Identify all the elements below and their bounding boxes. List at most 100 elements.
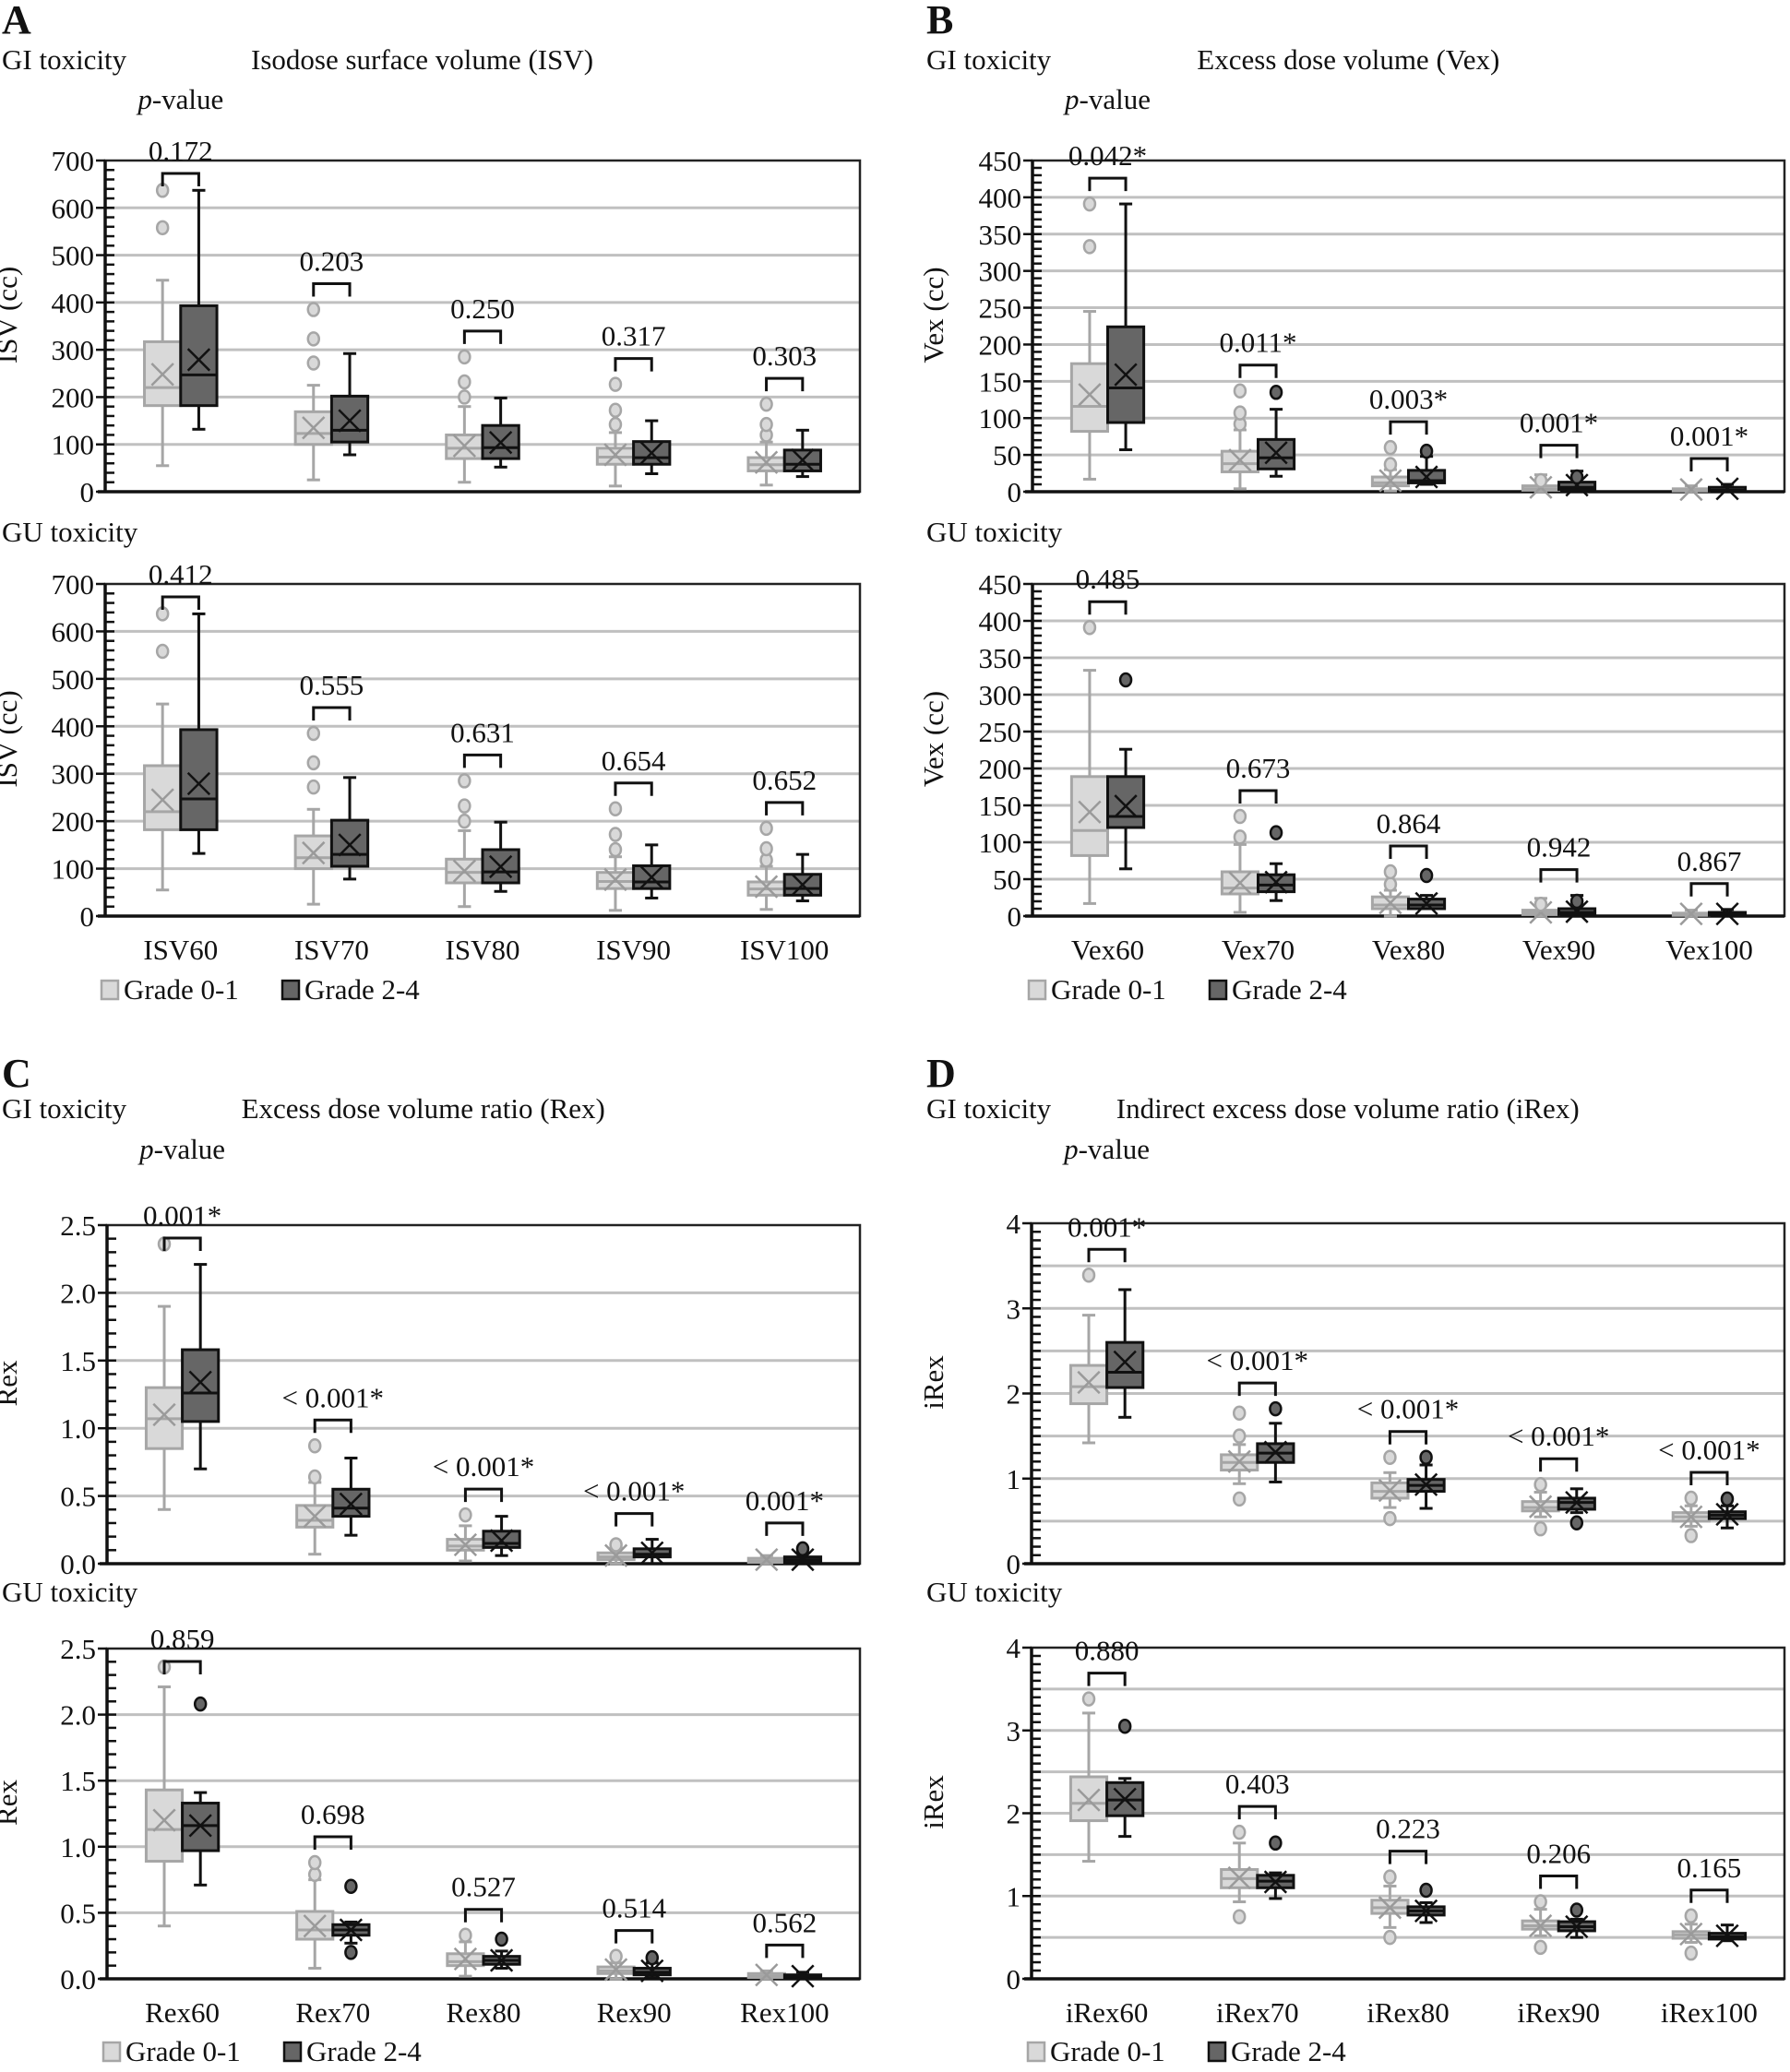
outlier-point [759,396,773,412]
outlier-point [1232,1405,1247,1421]
box-grade01-isv90 [595,801,636,912]
y-tick-label: 0 [1007,1548,1021,1580]
outlier-point [495,1931,508,1947]
y-tick-label: 2.0 [60,1277,96,1309]
box-grade24-isv100 [782,428,822,479]
y-axis-label: Rex [0,1360,23,1406]
mean-marker [639,441,663,465]
mean-marker [791,447,815,472]
subplot-gu: GU toxicity 0.0 0.5 1.0 1.5 2.0 2.5 Rex 0.859 0.6… [0,1576,862,1995]
box-grade24-rex80 [482,1931,521,1972]
pvalue-label: 0.223 [1376,1813,1440,1845]
y-tick-label: 200 [979,753,1022,785]
pvalue-bracket [1388,1850,1428,1864]
pvalue-bracket [161,172,200,186]
iqr-box [1069,775,1110,857]
mean-marker [1529,900,1553,924]
y-tick-label: 500 [52,663,95,696]
x-tick-label: Rex60 [145,1996,220,2029]
subplot-label: GI toxicity [2,1092,127,1125]
pvalue-bracket [462,753,503,768]
legend-swatch-grade01 [1027,979,1047,1001]
mean-marker [488,430,513,455]
box-grade01-rex80 [446,1927,485,1978]
mean-marker [186,771,211,796]
subplot-label: GU toxicity [2,516,138,548]
y-tick-label: 0.0 [60,1548,96,1580]
pvalue-bracket [1689,1471,1729,1485]
outlier-point [459,1506,472,1523]
box-grade01-isv60 [143,606,183,892]
x-tick-label: Vex60 [1071,934,1144,966]
outlier-point [459,1927,472,1943]
outlier-point [1419,1449,1433,1465]
y-tick-label: 1.5 [60,1765,96,1797]
outlier-point [344,1878,358,1895]
outlier-point [1383,1929,1397,1946]
outlier-point [1569,469,1584,485]
y-axis-label: iRex [917,1355,949,1410]
box-grade24-vex80 [1407,443,1447,489]
outlier-point [1081,1268,1096,1283]
outlier-point [1269,825,1283,840]
pvalue-bracket [1238,789,1278,804]
box-grade24-irex80 [1406,1882,1446,1924]
mean-marker [1077,1788,1101,1812]
y-tick-label: 350 [979,642,1022,674]
mean-marker [1113,1787,1137,1811]
mean-marker [1414,891,1438,916]
panel-b-chart: Excess dose volume (Vex) GI toxicity p-val… [917,43,1786,1006]
pvalue-label: 0.172 [149,135,213,167]
pvalue-label: 0.001* [746,1484,824,1517]
x-tick-label: Vex100 [1665,934,1753,966]
mean-marker [1679,1505,1703,1529]
mean-marker [302,840,326,865]
pvalue-header: p-value [137,1133,225,1165]
y-tick-label: 600 [52,192,95,224]
pvalue-label: < 0.001* [433,1450,534,1483]
pvalue-bracket [765,1943,805,1959]
pvalue-bracket [162,1660,202,1674]
outlier-point [306,725,321,742]
legend: Grade 0-1 Grade 2-4 [101,2035,422,2067]
box-grade24-vex100 [1708,477,1748,501]
outlier-point [1419,1882,1433,1899]
outlier-point [193,1696,208,1712]
iqr-box [329,394,370,444]
pvalue-label: 0.485 [1076,563,1140,595]
mean-marker [1227,1449,1251,1473]
y-tick-label: 150 [979,365,1022,398]
outlier-point [155,220,170,236]
outlier-point [1383,1510,1397,1527]
box-grade24-isv80 [481,396,520,469]
mean-marker [303,1504,327,1529]
outlier-point [458,374,471,390]
mean-marker [338,833,362,857]
pvalue-label: 0.942 [1527,831,1592,863]
pvalue-label: 0.859 [150,1623,215,1655]
outlier-point [1684,1908,1699,1924]
outlier-point [1383,439,1398,456]
y-tick-label: 0 [80,900,95,933]
y-tick-label: 0.5 [60,1481,96,1513]
box-grade01-irex70 [1220,1405,1259,1507]
legend-swatch-grade24 [282,2041,303,2063]
outlier-point [1684,1528,1699,1543]
pvalue-bracket [1539,868,1579,883]
plot-frame [105,1647,862,1981]
x-tick-label: iRex100 [1661,1996,1758,2029]
y-tick-label: 450 [979,145,1022,177]
y-tick-label: 1 [1007,1463,1021,1495]
mean-marker [603,443,627,467]
outlier-point [306,331,321,347]
pvalue-label: < 0.001* [282,1381,384,1413]
outlier-point [645,1949,660,1966]
mean-marker [152,1402,176,1427]
subplot-gu: GU toxicity 0 100 200 300 400 500 600 700 ISV (cc… [0,516,862,933]
box-grade24-isv60 [179,188,219,431]
y-tick-label: 50 [993,439,1021,471]
outlier-point [1232,1428,1247,1444]
y-tick-label: 4 [1007,1632,1021,1664]
pvalue-bracket [615,1929,654,1944]
iqr-box [1069,362,1110,434]
